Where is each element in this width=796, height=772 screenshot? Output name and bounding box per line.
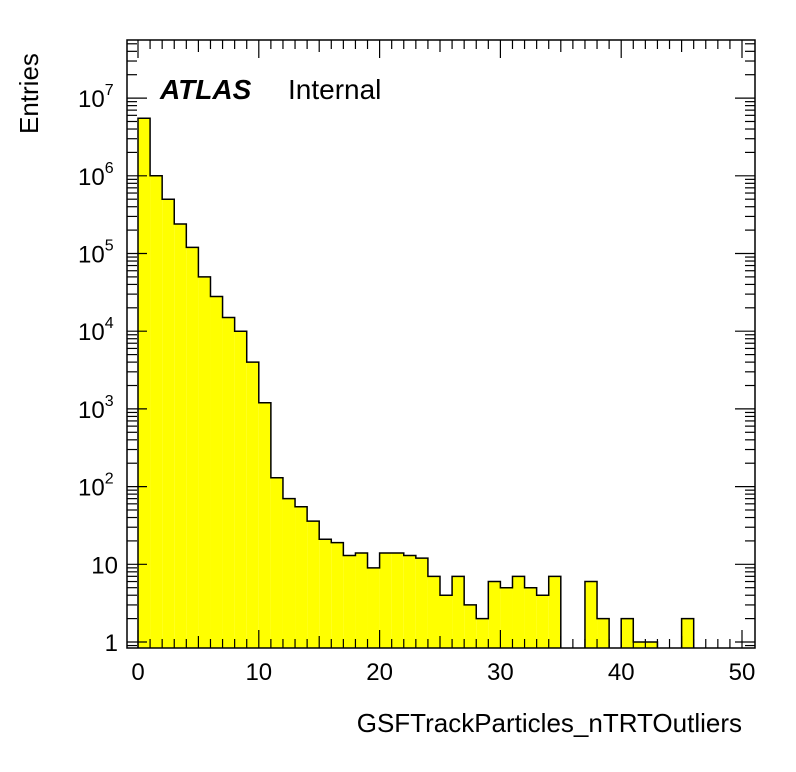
- histogram-bar: [331, 542, 344, 648]
- histogram-bar: [415, 558, 428, 648]
- histogram-bar: [270, 477, 283, 648]
- y-tick-label: 107: [78, 82, 114, 113]
- internal-label: Internal: [288, 74, 381, 105]
- histogram-bar: [258, 402, 271, 648]
- histogram-bar: [379, 552, 392, 648]
- x-tick-label: 10: [245, 659, 272, 686]
- histogram-bar: [633, 642, 646, 648]
- y-tick-label: 105: [78, 238, 114, 269]
- x-tick-label: 30: [487, 659, 514, 686]
- histogram-bar: [536, 595, 549, 648]
- histogram-bars: [138, 118, 694, 649]
- y-axis-title: Entries: [14, 53, 44, 134]
- histogram-bar: [138, 118, 151, 649]
- histogram-bar: [367, 567, 380, 648]
- y-tick-label: 106: [78, 160, 114, 191]
- x-tick-label: 0: [131, 659, 144, 686]
- histogram-bar: [500, 587, 513, 648]
- histogram-bar: [427, 576, 440, 648]
- histogram-bar: [476, 618, 489, 648]
- y-tick-label: 1: [105, 630, 118, 657]
- histogram-bar: [645, 642, 658, 648]
- x-tick-label: 50: [729, 659, 756, 686]
- histogram-bar: [403, 555, 416, 648]
- histogram-bar: [621, 618, 634, 648]
- histogram-bar: [488, 581, 501, 648]
- histogram-bar: [391, 552, 404, 648]
- atlas-label: ATLAS: [159, 74, 252, 105]
- histogram-bar: [174, 223, 187, 648]
- histogram-bar: [597, 618, 610, 648]
- histogram-bar: [162, 199, 175, 648]
- axis-ticks: [127, 40, 755, 648]
- histogram-bar: [464, 604, 477, 648]
- histogram-bar: [681, 618, 694, 648]
- y-tick-label: 104: [78, 315, 114, 346]
- x-tick-labels: 0 10 20 30 40 50: [131, 659, 755, 686]
- histogram-bar: [198, 276, 211, 648]
- histogram-bar: [440, 595, 453, 648]
- histogram-bar: [186, 247, 199, 649]
- histogram-bar: [234, 331, 247, 648]
- y-tick-label: 102: [78, 471, 114, 502]
- histogram-bar: [319, 539, 332, 648]
- histogram-bar: [295, 506, 308, 648]
- histogram-outline: [137, 117, 695, 648]
- histogram-bar: [355, 552, 368, 648]
- histogram-bar: [307, 521, 320, 648]
- histogram-bar: [548, 576, 561, 648]
- plot-frame: [126, 39, 756, 649]
- x-tick-label: 40: [608, 659, 635, 686]
- x-axis-title: GSFTrackParticles_nTRTOutliers: [357, 708, 742, 738]
- y-tick-label: 10: [91, 552, 118, 579]
- y-tick-label: 103: [78, 393, 114, 424]
- histogram-bar: [452, 576, 465, 648]
- histogram-bar: [210, 296, 223, 648]
- histogram-bar: [512, 576, 525, 648]
- histogram-bar: [524, 587, 537, 648]
- histogram-bar: [584, 581, 598, 648]
- histogram-bar: [282, 498, 296, 648]
- x-tick-label: 20: [366, 659, 393, 686]
- histogram-bar: [150, 175, 163, 649]
- y-tick-labels: 1 10 102 103 104 105 106 107: [78, 82, 118, 657]
- histogram-bar: [222, 317, 235, 648]
- histogram-bar: [343, 555, 356, 648]
- histogram-bar: [246, 362, 259, 648]
